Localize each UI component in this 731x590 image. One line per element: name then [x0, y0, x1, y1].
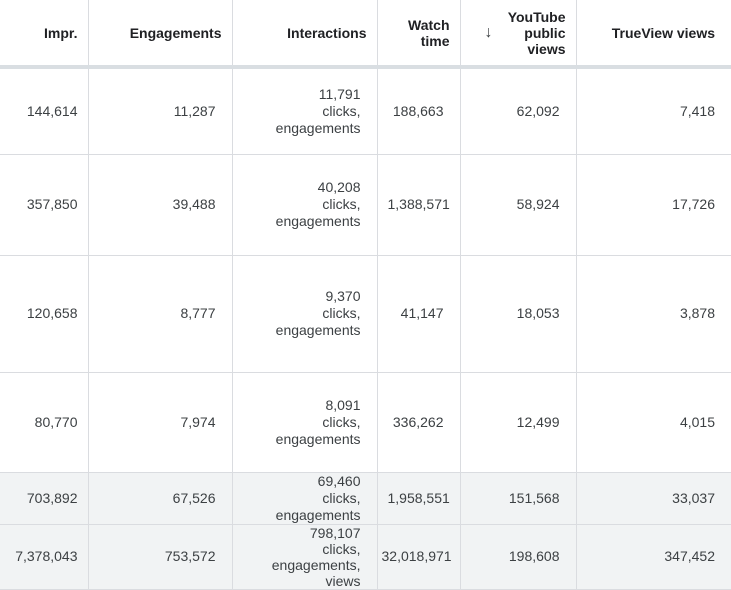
total-engagements: 753,572: [88, 524, 233, 590]
total-row: 7,378,043 753,572 798,107 clicks, engageme…: [0, 524, 731, 590]
interactions-value: 798,107: [309, 524, 361, 541]
interactions-value: 69,460: [317, 472, 361, 489]
column-header-label: Engagements: [129, 24, 222, 41]
cell-youtube-views: 12,499: [460, 372, 577, 473]
cell-engagements: 7,974: [88, 372, 233, 473]
total-interactions: 798,107 clicks, engagements, views: [232, 524, 378, 590]
total-row: 703,892 67,526 69,460 clicks, engagements…: [0, 472, 731, 525]
cell-trueview-views: 7,418: [576, 67, 731, 155]
total-impr: 7,378,043: [0, 524, 89, 590]
column-header-interactions[interactable]: Interactions: [232, 0, 378, 69]
header-row: Impr. Engagements Interactions Watch tim…: [0, 0, 731, 69]
column-header-engagements[interactable]: Engagements: [88, 0, 233, 69]
cell-youtube-views: 58,924: [460, 154, 577, 256]
interactions-type: clicks, engagements: [275, 102, 361, 136]
column-header-impr[interactable]: Impr.: [0, 0, 89, 69]
table-row: 120,658 8,777 9,370 clicks, engagements 4…: [0, 255, 731, 373]
cell-watch-time: 41,147: [377, 255, 461, 373]
total-impr: 703,892: [0, 472, 89, 525]
column-header-youtube-public-views[interactable]: ↓ YouTube public views: [460, 0, 577, 69]
cell-interactions: 9,370 clicks, engagements: [232, 255, 378, 373]
cell-interactions: 40,208 clicks, engagements: [232, 154, 378, 256]
cell-interactions: 8,091 clicks, engagements: [232, 372, 378, 473]
table-row: 80,770 7,974 8,091 clicks, engagements 33…: [0, 372, 731, 473]
cell-youtube-views: 62,092: [460, 67, 577, 155]
cell-trueview-views: 17,726: [576, 154, 731, 256]
interactions-type: engagements, views: [271, 556, 361, 589]
interactions-type: clicks, engagements: [275, 196, 361, 229]
total-engagements: 67,526: [88, 472, 233, 525]
interactions-value: 11,791: [318, 85, 361, 102]
cell-watch-time: 188,663: [377, 67, 461, 155]
column-header-label: YouTube public views: [507, 8, 566, 57]
column-header-label: Interactions: [287, 24, 367, 41]
table-row: 144,614 11,287 11,791 clicks, engagements…: [0, 67, 731, 155]
cell-impr: 144,614: [0, 67, 89, 155]
cell-interactions: 11,791 clicks, engagements: [232, 67, 378, 155]
interactions-type: clicks, engagements: [275, 413, 361, 447]
column-header-watch-time[interactable]: Watch time: [377, 0, 461, 69]
cell-watch-time: 336,262: [377, 372, 461, 473]
total-interactions: 69,460 clicks, engagements: [232, 472, 378, 525]
cell-watch-time: 1,388,571: [377, 154, 461, 256]
interactions-type: clicks,: [322, 540, 361, 557]
total-youtube-views: 151,568: [460, 472, 577, 525]
column-header-trueview-views[interactable]: TrueView views: [576, 0, 731, 69]
column-header-label: TrueView views: [611, 24, 715, 41]
total-youtube-views: 198,608: [460, 524, 577, 590]
interactions-value: 9,370: [325, 288, 361, 304]
cell-trueview-views: 4,015: [576, 372, 731, 473]
interactions-value: 8,091: [325, 396, 361, 413]
interactions-type: clicks, engagements: [275, 305, 361, 338]
total-watch-time: 1,958,551: [377, 472, 461, 525]
total-trueview-views: 347,452: [576, 524, 731, 590]
column-header-label: Watch time: [408, 16, 450, 49]
cell-engagements: 8,777: [88, 255, 233, 373]
interactions-type: clicks, engagements: [275, 489, 361, 523]
table-row: 357,850 39,488 40,208 clicks, engagements…: [0, 154, 731, 256]
total-trueview-views: 33,037: [576, 472, 731, 525]
cell-engagements: 11,287: [88, 67, 233, 155]
cell-youtube-views: 18,053: [460, 255, 577, 373]
interactions-value: 40,208: [317, 179, 361, 195]
cell-engagements: 39,488: [88, 154, 233, 256]
cell-trueview-views: 3,878: [576, 255, 731, 373]
cell-impr: 80,770: [0, 372, 89, 473]
cell-impr: 357,850: [0, 154, 89, 256]
total-watch-time: 32,018,971: [377, 524, 461, 590]
arrow-down-icon[interactable]: ↓: [484, 23, 493, 41]
cell-impr: 120,658: [0, 255, 89, 373]
column-header-label: Impr.: [44, 24, 78, 41]
